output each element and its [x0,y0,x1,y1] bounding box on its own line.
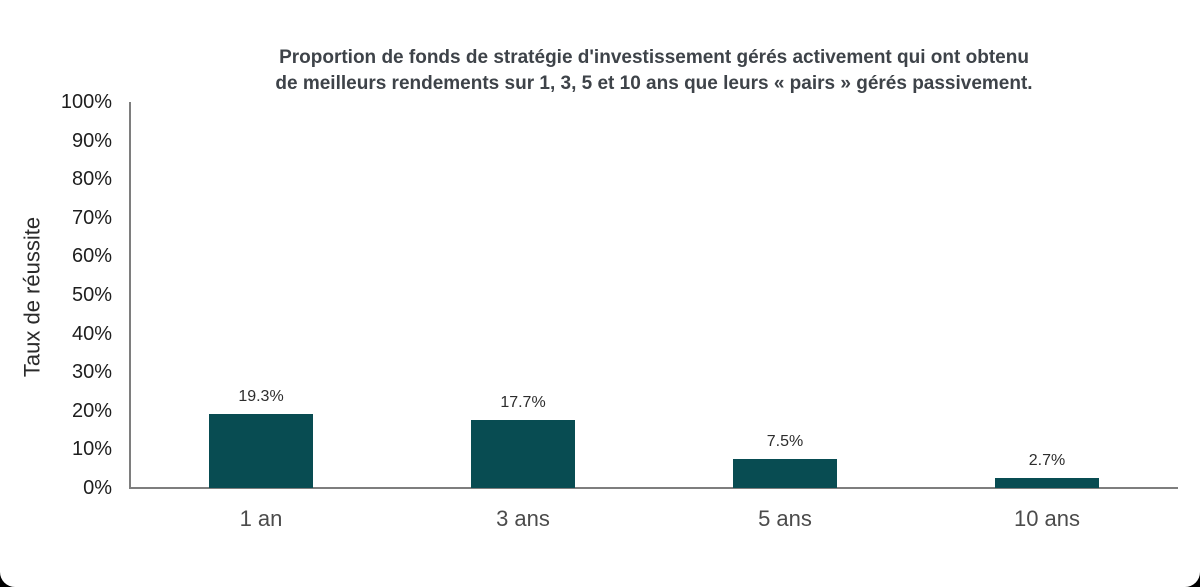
y-tick-label: 100% [60,91,112,113]
y-tick-label: 20% [71,399,112,422]
bar-value-label: 17.7% [500,393,546,411]
y-tick-label: 50% [71,284,112,306]
bar-3-ans [471,419,575,488]
y-tick-label: 0% [83,477,112,499]
bar-value-label: 19.3% [238,387,284,405]
x-category-label: 1 an [239,506,283,531]
bar-value-label: 2.7% [1028,451,1066,469]
y-axis-line [129,102,131,489]
x-category-label: 10 ans [1013,506,1081,531]
x-category-label: 5 ans [758,506,812,531]
bar-value-label: 7.5% [766,433,804,451]
chart-title-line-1: Proportion de fonds de stratégie d'inves… [279,47,1029,68]
y-tick-label: 60% [71,245,112,268]
y-tick-label: 30% [71,361,112,384]
y-tick-label: 70% [71,206,112,229]
x-axis-line [129,487,1178,489]
x-category-label: 3 ans [496,506,550,531]
chart-title-line-2: de meilleurs rendements sur 1, 3, 5 et 1… [275,73,1033,94]
chart-title: Proportion de fonds de stratégie d'inves… [130,45,1178,97]
y-tick-label: 90% [71,129,112,152]
y-tick-label: 80% [71,168,112,191]
y-tick-label: 10% [71,438,112,461]
bar-1-an [209,413,313,488]
y-tick-label: 40% [71,322,112,345]
bar-5-ans [733,459,837,488]
bar-10-ans [995,477,1099,488]
